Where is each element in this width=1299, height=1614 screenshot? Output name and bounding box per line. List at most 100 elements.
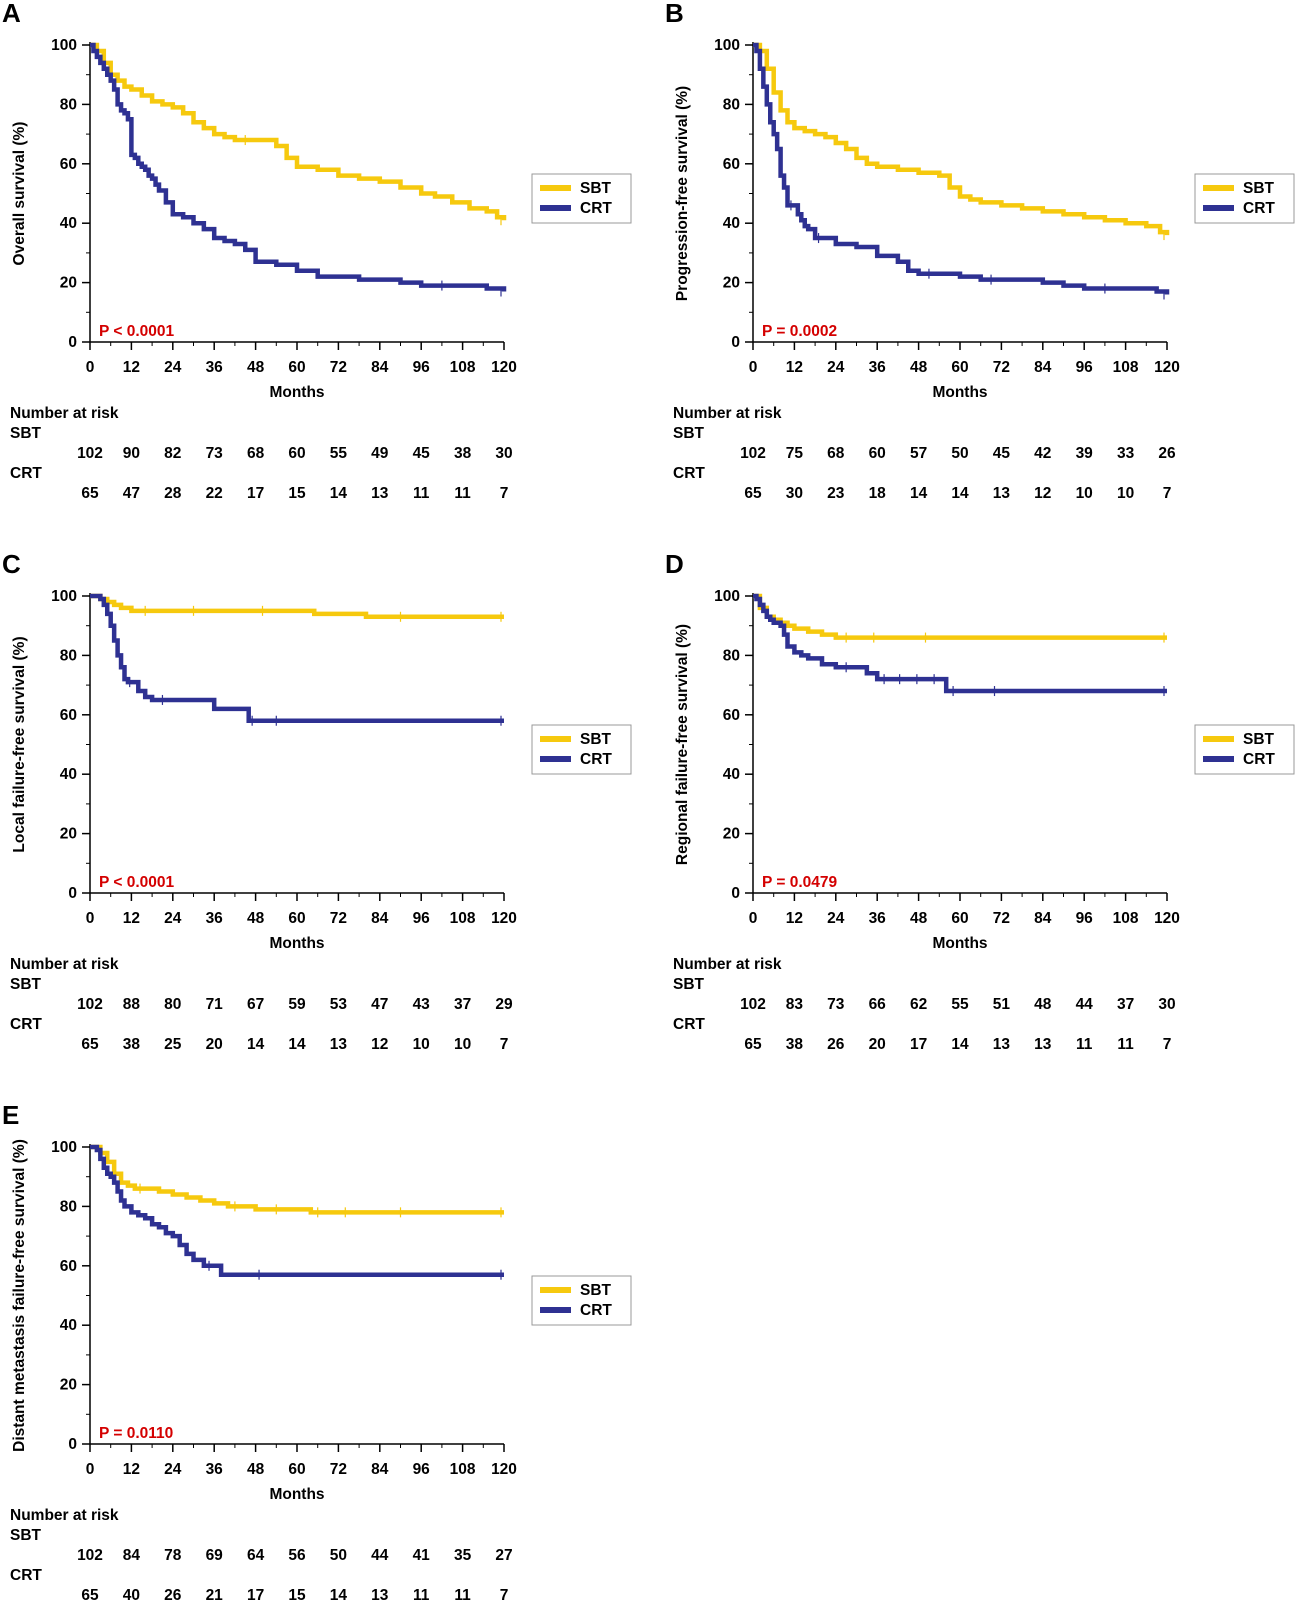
risk-count-crt: 13 xyxy=(371,1587,389,1604)
risk-count-crt: 14 xyxy=(910,485,928,502)
y-tick-label: 100 xyxy=(51,37,77,54)
x-tick-label: 108 xyxy=(450,1461,476,1478)
risk-table-title: Number at risk xyxy=(10,956,119,973)
y-tick-label: 40 xyxy=(723,766,740,783)
km-curve-crt xyxy=(90,1144,504,1277)
x-tick-label: 120 xyxy=(491,1461,517,1478)
risk-count-crt: 11 xyxy=(413,485,430,502)
legend: SBT CRT xyxy=(531,724,632,775)
p-value: P < 0.0001 xyxy=(99,874,175,891)
x-tick-label: 24 xyxy=(827,359,845,376)
risk-table-title: Number at risk xyxy=(673,956,782,973)
y-tick-label: 40 xyxy=(60,766,77,783)
risk-count-sbt: 51 xyxy=(993,996,1011,1013)
risk-count-crt: 25 xyxy=(164,1036,182,1053)
x-tick-label: 0 xyxy=(86,910,95,927)
risk-count-crt: 65 xyxy=(744,1036,762,1053)
risk-count-crt: 10 xyxy=(1117,485,1134,502)
y-tick-label: 100 xyxy=(714,588,740,605)
risk-count-crt: 10 xyxy=(454,1036,471,1053)
x-tick-label: 60 xyxy=(951,359,968,376)
x-tick-label: 72 xyxy=(993,359,1010,376)
y-tick-label: 20 xyxy=(723,826,740,843)
legend-label-crt: CRT xyxy=(1243,751,1275,768)
risk-count-sbt: 102 xyxy=(77,1547,103,1564)
legend-label-crt: CRT xyxy=(580,1302,612,1319)
y-axis-title: Progression-free survival (%) xyxy=(674,86,691,301)
risk-count-sbt: 71 xyxy=(206,996,224,1013)
y-axis-title: Regional failure-free survival (%) xyxy=(674,624,691,865)
x-tick-label: 48 xyxy=(247,359,265,376)
x-tick-label: 96 xyxy=(413,910,431,927)
x-tick-label: 72 xyxy=(330,910,347,927)
x-tick-label: 60 xyxy=(288,1461,305,1478)
x-axis-title: Months xyxy=(932,935,987,952)
risk-table: Number at risk SBT CRT 102 83 73 66 62 55 51 48 44 3… xyxy=(673,956,1176,1053)
x-tick-label: 48 xyxy=(910,359,928,376)
x-tick-label: 96 xyxy=(413,359,431,376)
x-tick-label: 84 xyxy=(371,1461,389,1478)
risk-count-crt: 20 xyxy=(869,1036,886,1053)
km-curve-crt xyxy=(90,593,504,723)
risk-count-sbt: 78 xyxy=(164,1547,182,1564)
risk-count-crt: 47 xyxy=(123,485,140,502)
x-tick-label: 84 xyxy=(1034,910,1052,927)
km-curve-sbt xyxy=(753,593,1167,640)
x-tick-label: 96 xyxy=(413,1461,431,1478)
risk-count-sbt: 82 xyxy=(164,445,181,462)
panel-letter-a: A xyxy=(2,0,21,28)
x-tick-label: 60 xyxy=(951,910,968,927)
legend-box xyxy=(1194,173,1295,224)
legend: SBT CRT xyxy=(531,1275,632,1326)
risk-count-sbt: 53 xyxy=(330,996,348,1013)
panel-b: B 0 20 40 60 80 100 0 12 24 36 48 60 72 84 96 108 120 Mont… xyxy=(665,0,1295,502)
y-tick-label: 80 xyxy=(723,647,740,664)
risk-count-crt: 40 xyxy=(123,1587,140,1604)
risk-count-crt: 17 xyxy=(247,1587,264,1604)
risk-count-crt: 20 xyxy=(206,1036,223,1053)
risk-count-sbt: 45 xyxy=(413,445,431,462)
x-axis-title: Months xyxy=(269,1486,324,1503)
x-tick-label: 36 xyxy=(869,359,887,376)
km-curve-sbt xyxy=(90,1144,504,1215)
y-tick-label: 80 xyxy=(60,96,77,113)
km-curve-sbt xyxy=(90,42,507,221)
legend: SBT CRT xyxy=(1194,724,1295,775)
risk-group-label-crt: CRT xyxy=(10,465,42,482)
x-tick-label: 24 xyxy=(164,910,182,927)
risk-count-crt: 10 xyxy=(1076,485,1093,502)
y-tick-label: 60 xyxy=(723,156,740,173)
y-tick-label: 40 xyxy=(60,215,77,232)
risk-count-sbt: 62 xyxy=(910,996,927,1013)
x-tick-label: 72 xyxy=(330,359,347,376)
risk-count-sbt: 26 xyxy=(1158,445,1176,462)
risk-count-crt: 11 xyxy=(1076,1036,1093,1053)
risk-count-sbt: 102 xyxy=(77,445,103,462)
risk-count-crt: 65 xyxy=(81,485,99,502)
risk-count-crt: 22 xyxy=(206,485,223,502)
y-tick-label: 60 xyxy=(60,707,77,724)
x-tick-label: 48 xyxy=(247,910,265,927)
risk-count-sbt: 55 xyxy=(951,996,969,1013)
risk-count-crt: 13 xyxy=(330,1036,348,1053)
risk-count-sbt: 37 xyxy=(454,996,471,1013)
risk-count-crt: 17 xyxy=(910,1036,927,1053)
risk-count-crt: 11 xyxy=(454,485,471,502)
risk-count-crt: 65 xyxy=(81,1587,99,1604)
risk-count-crt: 15 xyxy=(288,485,306,502)
risk-group-label-crt: CRT xyxy=(10,1016,42,1033)
p-value: P = 0.0002 xyxy=(762,323,837,340)
risk-count-crt: 13 xyxy=(1034,1036,1052,1053)
x-tick-label: 12 xyxy=(123,910,140,927)
x-tick-label: 60 xyxy=(288,359,305,376)
x-tick-label: 12 xyxy=(786,910,803,927)
risk-count-sbt: 64 xyxy=(247,1547,265,1564)
risk-count-sbt: 80 xyxy=(164,996,181,1013)
risk-count-crt: 13 xyxy=(993,1036,1011,1053)
risk-count-crt: 13 xyxy=(371,485,389,502)
x-tick-label: 36 xyxy=(206,1461,224,1478)
panel-e: E 0 20 40 60 80 100 0 12 24 36 48 60 72 84 96 108 120 Mont… xyxy=(2,1100,632,1604)
risk-count-sbt: 39 xyxy=(1076,445,1094,462)
p-value: P = 0.0110 xyxy=(99,1425,173,1442)
